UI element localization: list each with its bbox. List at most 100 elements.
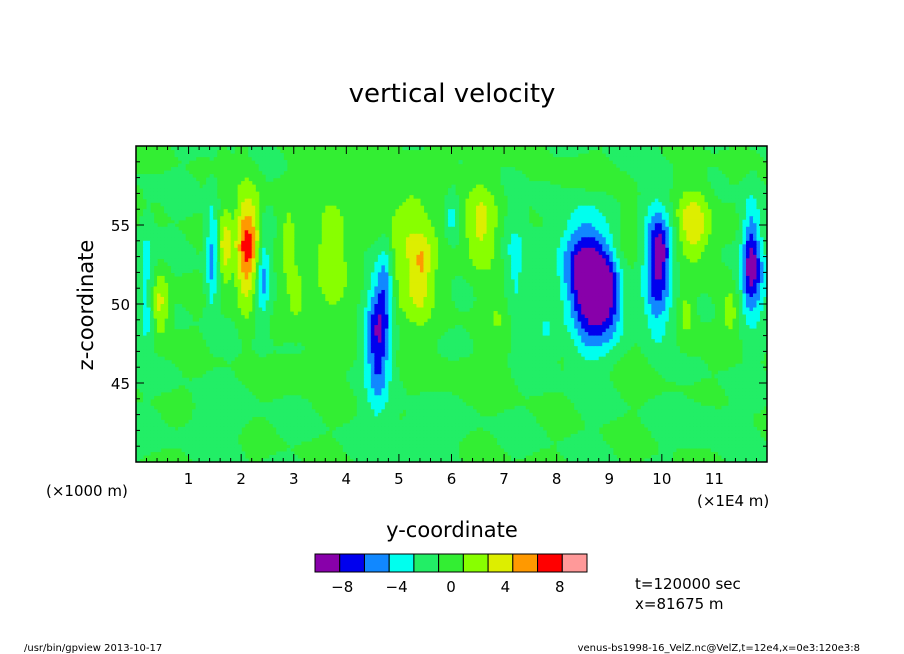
field-cell bbox=[276, 170, 281, 175]
field-cell bbox=[262, 223, 267, 228]
field-cell bbox=[518, 170, 523, 175]
field-cell bbox=[661, 188, 666, 193]
field-cell bbox=[409, 237, 414, 242]
field-cell bbox=[171, 191, 176, 196]
field-cell bbox=[521, 230, 526, 235]
field-cell bbox=[216, 282, 221, 288]
field-cell bbox=[321, 233, 326, 238]
field-cell bbox=[563, 191, 568, 196]
field-cell bbox=[584, 286, 589, 291]
field-cell bbox=[532, 272, 537, 277]
field-cell bbox=[269, 205, 274, 210]
field-cell bbox=[749, 237, 754, 242]
field-cell bbox=[174, 202, 179, 207]
field-cell bbox=[717, 191, 723, 196]
field-cell bbox=[532, 202, 537, 207]
field-cell bbox=[602, 258, 607, 263]
field-cell bbox=[686, 198, 691, 203]
field-cell bbox=[412, 265, 418, 270]
field-cell bbox=[244, 198, 249, 203]
field-cell bbox=[756, 268, 761, 273]
field-cell bbox=[143, 212, 148, 217]
field-cell bbox=[139, 226, 144, 231]
field-cell bbox=[283, 237, 288, 242]
field-cell bbox=[143, 318, 148, 323]
field-cell bbox=[374, 268, 379, 273]
field-cell bbox=[640, 289, 645, 295]
field-cell bbox=[721, 258, 726, 263]
field-cell bbox=[185, 156, 190, 161]
field-cell bbox=[672, 240, 677, 245]
field-cell bbox=[563, 286, 568, 291]
field-cell bbox=[584, 282, 589, 288]
field-cell bbox=[752, 247, 758, 252]
field-cell bbox=[612, 153, 617, 158]
field-cell bbox=[164, 195, 169, 200]
field-cell bbox=[234, 219, 239, 224]
field-cell bbox=[272, 293, 277, 298]
field-cell bbox=[581, 268, 586, 273]
field-cell bbox=[202, 216, 207, 221]
field-cell bbox=[255, 318, 260, 323]
field-cell bbox=[658, 275, 663, 281]
field-cell bbox=[150, 314, 155, 319]
field-cell bbox=[721, 188, 726, 193]
field-cell bbox=[658, 188, 663, 193]
field-cell bbox=[504, 247, 509, 252]
field-cell bbox=[283, 163, 288, 168]
field-cell bbox=[367, 268, 372, 273]
field-cell bbox=[486, 233, 491, 238]
field-cell bbox=[199, 209, 204, 214]
field-cell bbox=[539, 275, 544, 281]
field-cell bbox=[255, 237, 260, 242]
field-cell bbox=[258, 254, 263, 259]
field-cell bbox=[265, 272, 270, 277]
field-cell bbox=[535, 279, 540, 284]
field-cell bbox=[146, 237, 151, 242]
field-cell bbox=[570, 198, 575, 203]
field-cell bbox=[759, 268, 765, 273]
field-cell bbox=[689, 209, 694, 214]
field-cell bbox=[644, 279, 649, 284]
field-cell bbox=[192, 181, 197, 186]
field-cell bbox=[560, 202, 565, 207]
field-cell bbox=[686, 311, 691, 316]
field-cell bbox=[248, 226, 253, 231]
field-cell bbox=[511, 230, 516, 235]
field-cell bbox=[490, 251, 495, 256]
field-cell bbox=[220, 247, 225, 252]
field-cell bbox=[724, 198, 730, 203]
field-cell bbox=[405, 219, 411, 224]
field-cell bbox=[465, 300, 470, 305]
field-cell bbox=[749, 209, 754, 214]
field-cell bbox=[539, 251, 544, 256]
field-cell bbox=[455, 233, 460, 238]
field-cell bbox=[556, 223, 561, 228]
field-cell bbox=[174, 265, 179, 270]
field-cell bbox=[574, 261, 579, 266]
field-cell bbox=[644, 188, 649, 193]
field-cell bbox=[591, 237, 596, 242]
field-cell bbox=[244, 226, 249, 231]
field-cell bbox=[696, 205, 701, 210]
field-cell bbox=[164, 304, 169, 309]
field-cell bbox=[370, 304, 375, 309]
field-cell bbox=[518, 184, 523, 189]
field-cell bbox=[563, 216, 568, 221]
field-cell bbox=[272, 272, 277, 277]
field-cell bbox=[637, 304, 642, 309]
field-cell bbox=[577, 300, 582, 305]
field-cell bbox=[479, 226, 484, 231]
field-cell bbox=[661, 307, 666, 312]
field-cell bbox=[465, 209, 470, 214]
field-cell bbox=[430, 286, 435, 291]
field-cell bbox=[258, 261, 263, 266]
field-cell bbox=[563, 311, 568, 316]
field-cell bbox=[546, 146, 551, 151]
field-cell bbox=[209, 205, 214, 210]
field-cell bbox=[237, 237, 242, 242]
field-cell bbox=[616, 261, 621, 266]
field-cell bbox=[584, 219, 589, 224]
field-cell bbox=[581, 275, 586, 281]
field-cell bbox=[293, 307, 298, 312]
